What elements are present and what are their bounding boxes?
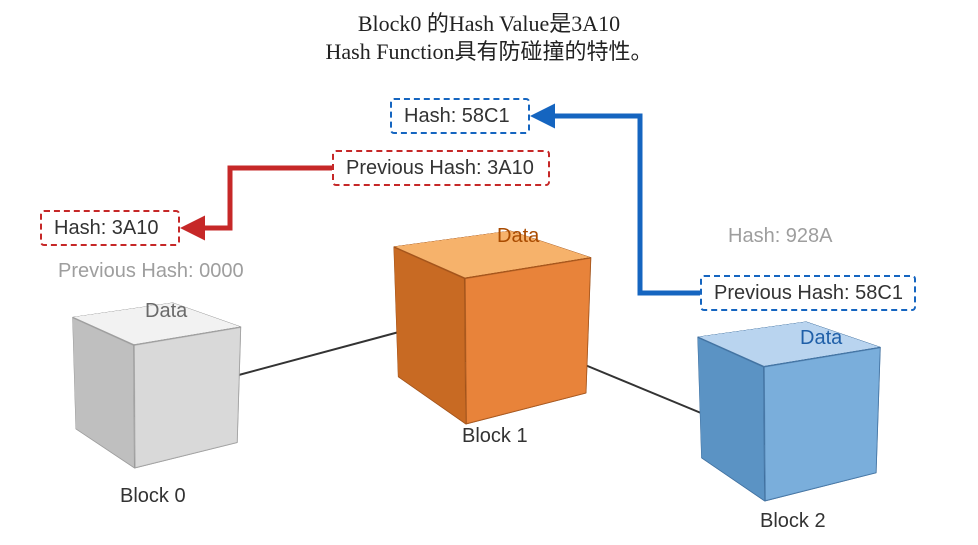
block1-hash-box: Hash: 58C1 (390, 98, 530, 134)
block2-cube (722, 340, 852, 470)
diagram-stage: { "title": { "line1": "Block0 的Hash Valu… (0, 0, 978, 545)
block0-prev-hash-label: Previous Hash: 0000 (58, 260, 244, 283)
block1-prev-hash-box: Previous Hash: 3A10 (332, 150, 550, 186)
block1-cube (420, 250, 560, 390)
block1-label: Block 1 (462, 425, 528, 448)
block2-label: Block 2 (760, 510, 826, 533)
block1-data-label: Data (497, 225, 539, 248)
block0-data-label: Data (145, 300, 187, 323)
red-arrow (185, 168, 332, 228)
block2-prev-hash-box: Previous Hash: 58C1 (700, 275, 916, 311)
block0-hash-box: Hash: 3A10 (40, 210, 180, 246)
title-line-2: Hash Function具有防碰撞的特性。 (0, 34, 978, 66)
block2-hash-label: Hash: 928A (728, 225, 833, 248)
block0-cube (95, 320, 215, 440)
block2-data-label: Data (800, 327, 842, 350)
block0-label: Block 0 (120, 485, 186, 508)
